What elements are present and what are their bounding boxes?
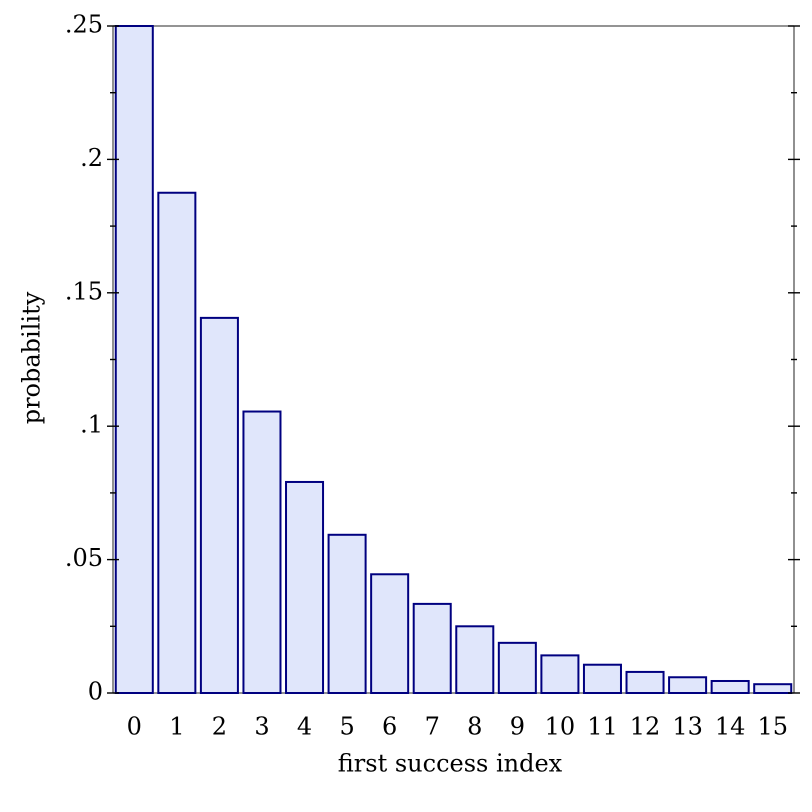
x-tick-label: 7 [425, 713, 440, 741]
y-tick-label: .1 [80, 411, 103, 439]
x-tick-label: 6 [382, 713, 397, 741]
bar-1 [157, 191, 197, 694]
bar-9 [497, 641, 537, 695]
x-tick-label: 4 [297, 713, 312, 741]
x-tick-label: 15 [757, 713, 788, 741]
bars [114, 25, 793, 695]
bar-8 [455, 625, 495, 694]
y-axis-title: probability [18, 291, 46, 424]
x-tick-label: 14 [715, 713, 746, 741]
bar-0 [114, 25, 154, 694]
bar-2 [199, 316, 239, 694]
y-tick-label: .25 [65, 11, 103, 39]
bar-7 [412, 602, 452, 694]
x-tick-label: 5 [339, 713, 354, 741]
x-tick-label: 9 [510, 713, 525, 741]
x-tick-label: 13 [672, 713, 703, 741]
x-tick-label: 1 [169, 713, 184, 741]
x-tick-label: 2 [212, 713, 227, 741]
x-axis-title: first success index [338, 750, 563, 778]
bar-14 [710, 679, 750, 695]
bar-5 [327, 533, 367, 694]
bar-10 [540, 654, 580, 695]
bar-12 [625, 670, 665, 694]
x-tick-label: 3 [254, 713, 269, 741]
bar-13 [668, 676, 708, 694]
y-axis: 0 .05 .1 .15 .2 .25 [65, 11, 800, 706]
y-tick-label: 0 [88, 678, 103, 706]
bar-11 [582, 663, 622, 694]
y-tick-label: .05 [65, 544, 103, 572]
y-tick-label: .2 [80, 144, 103, 172]
x-tick-label: 0 [127, 713, 142, 741]
bar-6 [370, 573, 410, 694]
x-tick-label: 11 [587, 713, 618, 741]
bar-3 [242, 410, 282, 694]
bar-4 [285, 480, 325, 695]
x-tick-label: 12 [630, 713, 661, 741]
x-tick-label: 8 [467, 713, 482, 741]
x-tick-label: 10 [545, 713, 576, 741]
bar-15 [753, 683, 793, 695]
y-tick-label: .15 [65, 277, 103, 305]
x-axis: 0 1 2 3 4 5 6 7 8 9 10 11 12 13 14 15 [127, 713, 788, 741]
